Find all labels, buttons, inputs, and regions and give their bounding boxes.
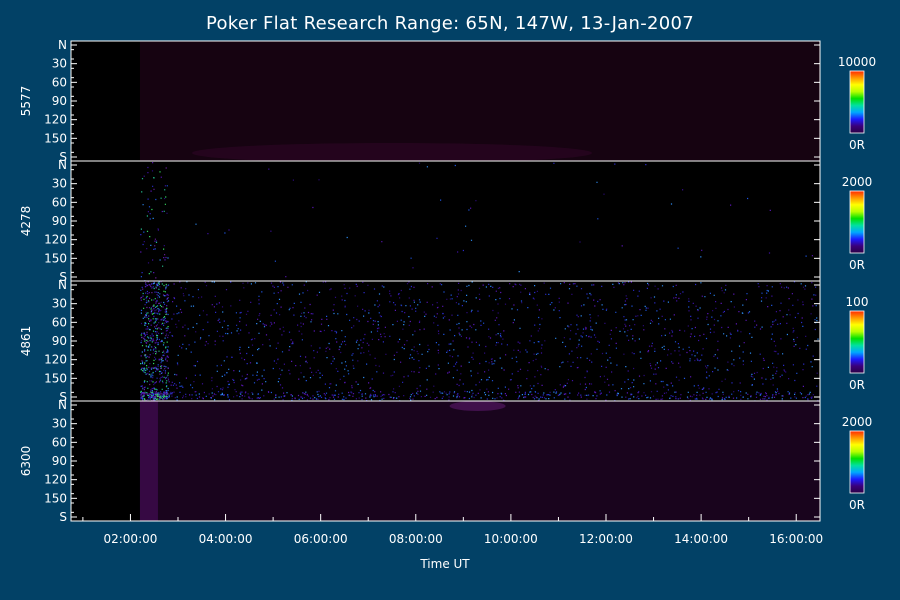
x-tick-label: 06:00:00 xyxy=(294,532,348,546)
x-tick-label: 08:00:00 xyxy=(389,532,443,546)
colorbar-frame xyxy=(849,430,865,494)
y-tick-label: 30 xyxy=(52,297,67,311)
colorbar-min-label: 0R xyxy=(849,258,865,272)
y-tick-label: N xyxy=(58,278,67,292)
y-tick-label: 150 xyxy=(44,371,67,385)
y-tick-label: 60 xyxy=(52,435,67,449)
panel-label: 4278 xyxy=(19,206,33,237)
y-tick-label: 30 xyxy=(52,57,67,71)
y-tick-label: 60 xyxy=(52,315,67,329)
colorbar-min-label: 0R xyxy=(849,378,865,392)
panel-label: 6300 xyxy=(19,446,33,477)
x-tick-label: 10:00:00 xyxy=(484,532,538,546)
y-tick-label: S xyxy=(59,150,67,164)
panel-4278: N 30 60 90 120 150 S 4278 2000 0R xyxy=(19,158,872,284)
colorbar-max-label: 2000 xyxy=(842,175,873,189)
panels-layer: N 30 60 90 120 150 S 5577 10000 0R N 30 60 90 120 150 S 4… xyxy=(19,38,876,524)
colorbar-min-label: 0R xyxy=(849,138,865,152)
colorbar-max-label: 10000 xyxy=(838,55,876,69)
y-tick-label: 120 xyxy=(44,233,67,247)
y-tick-label: N xyxy=(58,38,67,52)
y-tick-label: N xyxy=(58,398,67,412)
y-tick-label: N xyxy=(58,158,67,172)
x-tick-label: 14:00:00 xyxy=(674,532,728,546)
chart-title: Poker Flat Research Range: 65N, 147W, 13… xyxy=(206,13,694,34)
y-tick-label: 120 xyxy=(44,353,67,367)
y-tick-label: 90 xyxy=(52,94,67,108)
emission-fill xyxy=(139,401,820,521)
colorbar-frame xyxy=(849,190,865,254)
panel-background xyxy=(71,161,820,281)
colorbar-max-label: 2000 xyxy=(842,415,873,429)
y-tick-label: 30 xyxy=(52,177,67,191)
colorbar xyxy=(850,311,864,373)
x-tick-label: 16:00:00 xyxy=(769,532,823,546)
y-tick-label: 150 xyxy=(44,251,67,265)
emission-onset xyxy=(139,401,158,521)
colorbar-frame xyxy=(849,310,865,374)
x-tick-label: 04:00:00 xyxy=(199,532,253,546)
panel-4861: N 30 60 90 120 150 S 4861 100 0R xyxy=(19,278,868,404)
x-tick-label: 12:00:00 xyxy=(579,532,633,546)
y-tick-label: S xyxy=(59,510,67,524)
y-tick-label: 150 xyxy=(44,131,67,145)
y-tick-label: 120 xyxy=(44,113,67,127)
y-tick-label: 60 xyxy=(52,195,67,209)
x-axis-label: Time UT xyxy=(419,557,470,571)
emission-fill xyxy=(139,41,820,161)
y-tick-label: 90 xyxy=(52,454,67,468)
y-tick-label: S xyxy=(59,390,67,404)
panel-label: 5577 xyxy=(19,86,33,117)
colorbar-max-label: 100 xyxy=(846,295,869,309)
x-axis: 02:00:00 04:00:00 06:00:00 08:00:00 10:00:00… xyxy=(82,514,823,546)
colorbar-frame xyxy=(849,70,865,134)
panel-label: 4861 xyxy=(19,326,33,357)
panel-5577: N 30 60 90 120 150 S 5577 10000 0R xyxy=(19,38,876,164)
y-tick-label: 120 xyxy=(44,473,67,487)
y-tick-label: 60 xyxy=(52,75,67,89)
y-tick-label: 90 xyxy=(52,334,67,348)
x-tick-label: 02:00:00 xyxy=(103,532,157,546)
y-tick-label: 90 xyxy=(52,214,67,228)
y-tick-label: S xyxy=(59,270,67,284)
colorbar-min-label: 0R xyxy=(849,498,865,512)
emission-band xyxy=(192,143,592,163)
colorbar xyxy=(850,71,864,133)
y-tick-label: 30 xyxy=(52,417,67,431)
emission-patch xyxy=(449,401,506,411)
colorbar xyxy=(850,431,864,493)
colorbar xyxy=(850,191,864,253)
panel-background xyxy=(71,281,820,401)
y-tick-label: 150 xyxy=(44,491,67,505)
panel-6300: N 30 60 90 120 150 S 6300 2000 0R xyxy=(19,398,872,524)
